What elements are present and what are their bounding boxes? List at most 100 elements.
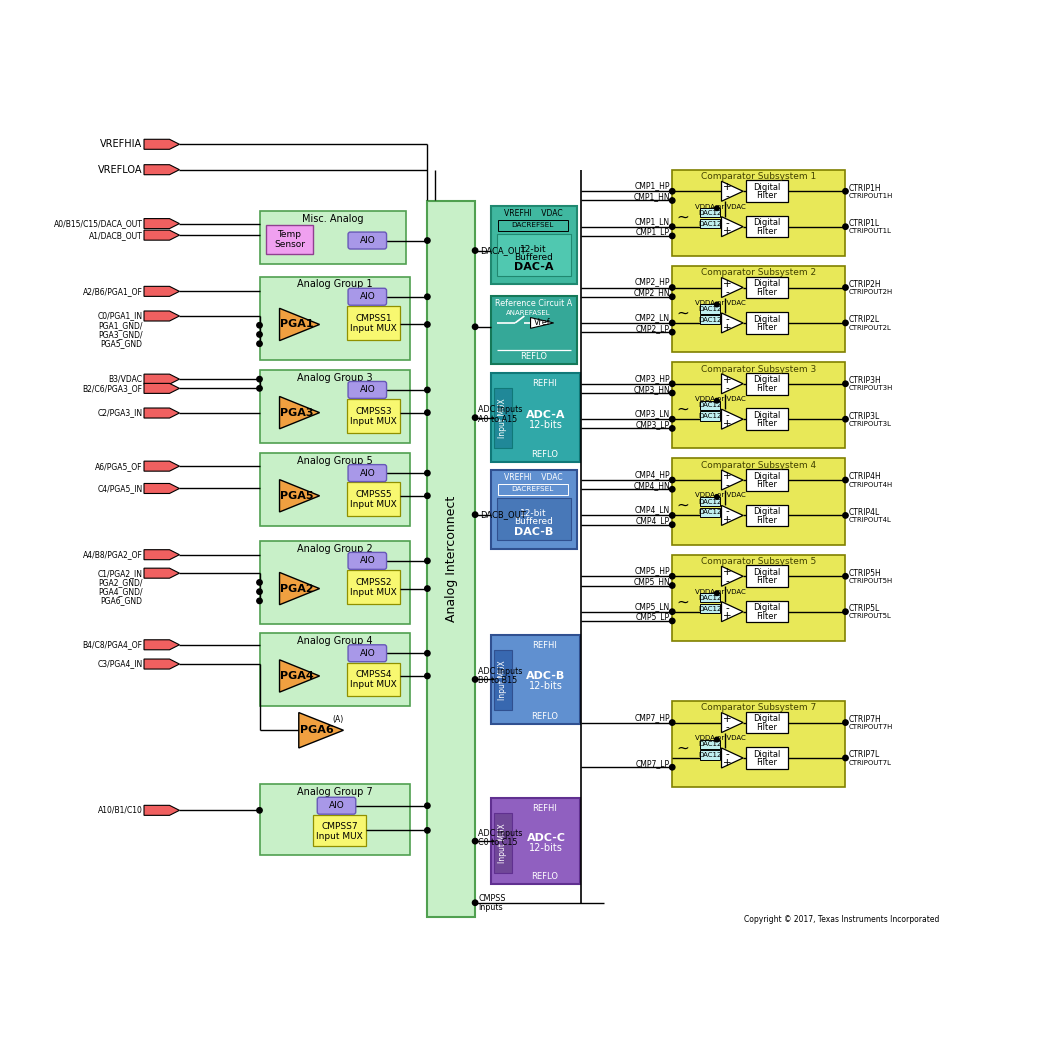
Circle shape xyxy=(669,426,675,431)
Bar xyxy=(746,469,787,491)
Polygon shape xyxy=(531,318,554,328)
Text: PGA6_GND: PGA6_GND xyxy=(100,596,143,605)
Text: CTRIPOUT2L: CTRIPOUT2L xyxy=(849,324,891,330)
Text: AIO: AIO xyxy=(359,386,375,395)
Text: DAC12: DAC12 xyxy=(699,752,722,758)
Text: CMP4_LN: CMP4_LN xyxy=(634,505,670,515)
Circle shape xyxy=(669,582,675,588)
FancyBboxPatch shape xyxy=(348,465,387,481)
Text: CMP7_HP: CMP7_HP xyxy=(634,713,670,722)
Bar xyxy=(490,296,577,364)
Bar xyxy=(348,306,400,340)
Bar xyxy=(348,399,400,433)
Circle shape xyxy=(257,589,262,594)
Text: CMPSS1: CMPSS1 xyxy=(355,314,392,323)
Text: Analog Group 4: Analog Group 4 xyxy=(297,636,372,646)
Circle shape xyxy=(842,224,848,229)
Text: 12-bits: 12-bits xyxy=(528,843,563,853)
Text: +: + xyxy=(723,714,733,724)
Circle shape xyxy=(257,331,262,338)
Text: DACREFSEL: DACREFSEL xyxy=(512,222,554,228)
Circle shape xyxy=(257,808,262,813)
Text: Comparator Subsystem 5: Comparator Subsystem 5 xyxy=(701,557,816,566)
Circle shape xyxy=(669,765,675,770)
Bar xyxy=(497,498,571,540)
Circle shape xyxy=(715,591,719,596)
Text: Comparator Subsystem 3: Comparator Subsystem 3 xyxy=(701,365,816,374)
Circle shape xyxy=(715,737,719,742)
Bar xyxy=(490,798,580,885)
Bar xyxy=(260,453,410,526)
Circle shape xyxy=(669,329,675,334)
Text: Filter: Filter xyxy=(757,612,778,621)
Text: Input MUX: Input MUX xyxy=(350,680,396,690)
Bar xyxy=(260,541,410,624)
Circle shape xyxy=(472,839,478,844)
Text: AIO: AIO xyxy=(359,292,375,301)
Bar xyxy=(265,225,314,254)
Text: ~: ~ xyxy=(676,498,689,513)
Text: CTRIP2L: CTRIP2L xyxy=(849,316,879,324)
Circle shape xyxy=(669,233,675,239)
Text: Buffered: Buffered xyxy=(514,253,553,262)
Text: -: - xyxy=(726,506,729,517)
Text: PGA6: PGA6 xyxy=(300,725,334,736)
Text: +: + xyxy=(723,419,733,429)
Text: CMP5_LP: CMP5_LP xyxy=(636,613,670,622)
Text: 12-bit: 12-bit xyxy=(520,508,546,518)
Circle shape xyxy=(842,189,848,194)
Text: -: - xyxy=(726,411,729,420)
Circle shape xyxy=(842,573,848,579)
Text: CMP4_HN: CMP4_HN xyxy=(633,481,670,490)
Text: CMP5_LN: CMP5_LN xyxy=(634,602,670,611)
Text: A6/PGA5_OF: A6/PGA5_OF xyxy=(95,462,143,471)
Text: REFHI: REFHI xyxy=(532,804,557,814)
Text: Digital: Digital xyxy=(754,568,781,577)
Circle shape xyxy=(669,522,675,527)
Polygon shape xyxy=(144,140,180,149)
Text: DAC-A: DAC-A xyxy=(514,263,554,273)
Text: VDDA or VDAC: VDDA or VDAC xyxy=(696,735,746,741)
Text: CMP4_HP: CMP4_HP xyxy=(634,470,670,479)
Text: Copyright © 2017, Texas Instruments Incorporated: Copyright © 2017, Texas Instruments Inco… xyxy=(744,915,940,924)
Text: CTRIP1H: CTRIP1H xyxy=(849,183,882,193)
Text: CMP1_HN: CMP1_HN xyxy=(633,192,670,201)
Circle shape xyxy=(425,827,430,833)
Text: CMP3_LN: CMP3_LN xyxy=(634,410,670,418)
Bar xyxy=(746,373,787,395)
Text: PGA4: PGA4 xyxy=(280,671,313,681)
Text: ~: ~ xyxy=(676,305,689,321)
Bar xyxy=(700,219,720,228)
Text: PGA3_GND/: PGA3_GND/ xyxy=(98,330,143,339)
Text: Buffered: Buffered xyxy=(514,517,553,526)
Bar xyxy=(348,663,400,696)
Circle shape xyxy=(257,386,262,391)
Text: CTRIP3H: CTRIP3H xyxy=(849,376,882,386)
Text: ADC Inputs: ADC Inputs xyxy=(478,667,522,676)
Bar xyxy=(746,277,787,298)
Polygon shape xyxy=(144,408,180,418)
Text: CMP5_HN: CMP5_HN xyxy=(633,577,670,587)
Text: A0 to A15: A0 to A15 xyxy=(478,415,518,424)
Text: VREFLOA: VREFLOA xyxy=(98,165,143,175)
Polygon shape xyxy=(144,219,180,228)
Polygon shape xyxy=(722,470,743,490)
Text: Digital: Digital xyxy=(754,219,781,227)
Circle shape xyxy=(669,391,675,396)
Bar xyxy=(672,266,846,352)
Circle shape xyxy=(425,559,430,564)
Circle shape xyxy=(257,579,262,586)
Text: Comparator Subsystem 7: Comparator Subsystem 7 xyxy=(701,703,816,713)
Bar xyxy=(700,316,720,324)
Text: Vref: Vref xyxy=(534,319,551,327)
Text: B2/C6/PGA3_OF: B2/C6/PGA3_OF xyxy=(82,383,143,393)
Text: 12-bits: 12-bits xyxy=(528,420,563,429)
Text: CTRIPOUT5L: CTRIPOUT5L xyxy=(849,614,891,619)
Text: AIO: AIO xyxy=(359,237,375,245)
Circle shape xyxy=(425,493,430,498)
Bar xyxy=(490,373,580,463)
Text: Analog Group 3: Analog Group 3 xyxy=(297,373,372,382)
Text: VDDA or VDAC: VDDA or VDAC xyxy=(696,203,746,209)
Text: VDDA or VDAC: VDDA or VDAC xyxy=(696,300,746,306)
Text: REFLO: REFLO xyxy=(531,712,558,721)
